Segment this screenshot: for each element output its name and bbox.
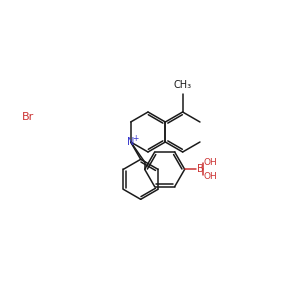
Text: OH: OH — [204, 172, 218, 181]
Text: N: N — [127, 137, 134, 147]
Text: OH: OH — [204, 158, 218, 167]
Text: CH₃: CH₃ — [174, 80, 192, 90]
Text: +: + — [132, 134, 138, 143]
Text: Br: Br — [22, 112, 34, 122]
Text: B: B — [197, 164, 204, 174]
